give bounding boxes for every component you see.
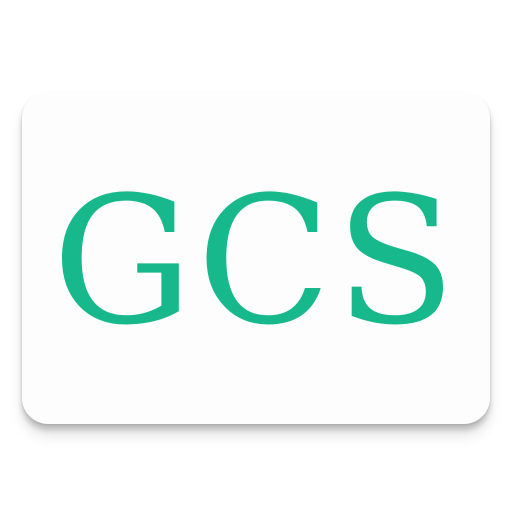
logo-text: GCS <box>52 159 460 364</box>
icon-card: GCS <box>22 92 490 424</box>
